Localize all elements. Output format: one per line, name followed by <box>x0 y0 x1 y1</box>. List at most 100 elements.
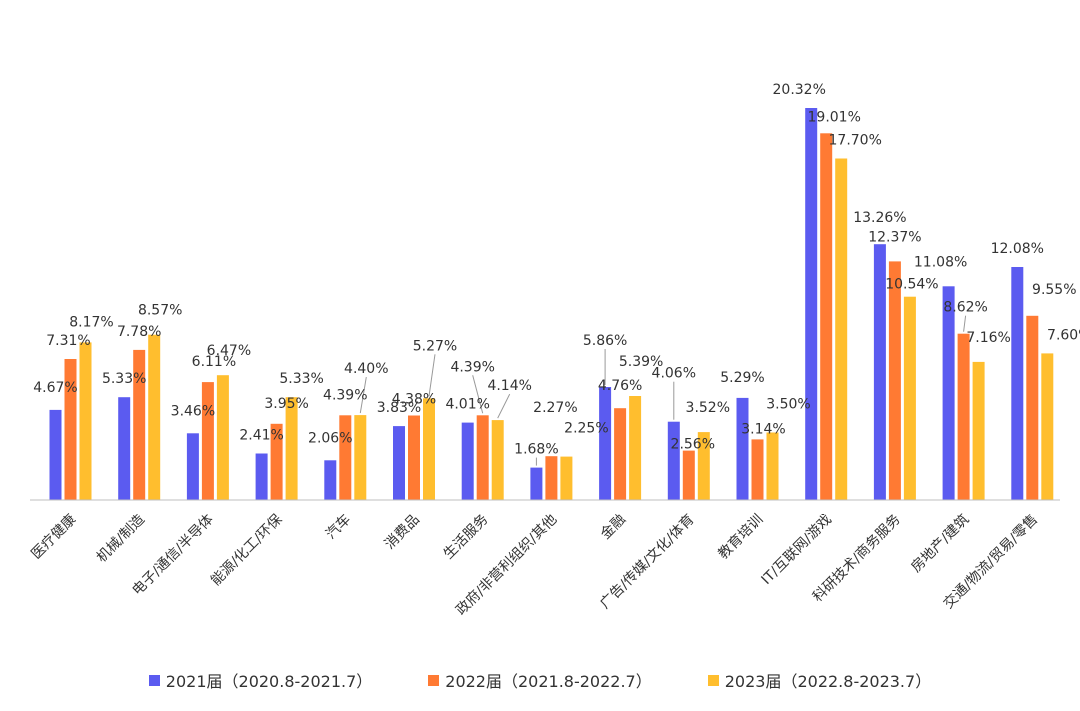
bar-1-2 <box>118 397 131 500</box>
value-label-3-3: 6.47% <box>207 343 251 359</box>
legend-swatch-2022 <box>428 674 440 686</box>
value-label-3-2: 8.57% <box>138 303 182 319</box>
tick-label-5: 汽车 <box>322 511 354 543</box>
value-label-3-5: 4.40% <box>344 361 388 377</box>
bar-3-3 <box>216 375 229 500</box>
legend-item-2021: 2021届（2020.8-2021.7） <box>148 668 373 692</box>
bar-3-10 <box>697 432 710 500</box>
value-label-1-10: 4.06% <box>652 366 696 382</box>
tick-label-7: 生活服务 <box>441 512 492 563</box>
value-label-3-13: 10.54% <box>885 277 938 293</box>
value-label-1-6: 3.83% <box>377 400 421 416</box>
tick-label-2: 机械/制造 <box>94 512 148 566</box>
tick-label-4: 能源/化工/环保 <box>208 512 285 589</box>
value-labels-layer: 4.67% 7.31% 8.17% 5.33% 7.78% 8.57% 3.46% 6.11%… <box>33 82 1080 458</box>
bar-1-6 <box>393 426 405 500</box>
bar-1-7 <box>461 422 474 500</box>
value-label-2-12: 19.01% <box>808 109 861 125</box>
bar-2-14 <box>957 333 970 500</box>
bar-3-6 <box>423 398 435 500</box>
value-label-2-7: 4.39% <box>450 359 494 375</box>
tick-label-6: 消费品 <box>382 512 423 553</box>
bar-1-3 <box>186 433 199 500</box>
value-label-2-15: 9.55% <box>1032 282 1076 298</box>
legend-label-2022: 2022届（2021.8-2022.7） <box>445 672 652 691</box>
value-label-3-7: 4.14% <box>487 378 531 394</box>
legend-label-2021: 2021届（2020.8-2021.7） <box>165 672 373 691</box>
bars-layer <box>49 108 1054 501</box>
bar-2-1 <box>64 359 77 500</box>
bar-1-1 <box>49 409 62 500</box>
value-label-1-11: 5.29% <box>720 370 764 386</box>
value-label-1-9: 5.86% <box>583 333 627 349</box>
bar-3-7 <box>491 420 504 500</box>
leader-line-3-6 <box>428 354 436 397</box>
value-label-1-14: 11.08% <box>914 254 967 270</box>
bar-3-8 <box>560 456 573 500</box>
bar-1-5 <box>324 460 337 500</box>
bar-1-12 <box>805 108 818 500</box>
bar-2-12 <box>820 133 833 501</box>
value-label-1-1: 4.67% <box>33 380 77 396</box>
bar-2-7 <box>476 415 489 500</box>
value-label-2-1: 7.31% <box>46 333 90 349</box>
tick-label-12: IT/互联网/游戏 <box>759 512 835 588</box>
value-label-1-2: 5.33% <box>102 371 146 387</box>
bar-3-2 <box>148 334 161 500</box>
bar-3-12 <box>835 158 848 500</box>
bar-1-4 <box>255 453 268 500</box>
bar-1-15 <box>1011 267 1024 500</box>
value-label-1-5: 2.06% <box>308 430 352 446</box>
bar-2-4 <box>270 423 283 500</box>
tick-label-14: 房地产/建筑 <box>908 512 972 576</box>
legend-swatch-2021 <box>148 674 160 686</box>
bar-1-13 <box>873 244 886 500</box>
value-label-2-5: 4.39% <box>323 387 367 403</box>
value-label-3-11: 3.50% <box>766 397 810 413</box>
bar-2-13 <box>888 261 901 500</box>
value-label-3-15: 7.60% <box>1047 327 1080 343</box>
bar-3-5 <box>354 415 367 500</box>
value-label-3-8: 2.25% <box>564 421 608 437</box>
value-label-2-11: 3.14% <box>741 421 785 437</box>
bar-2-6 <box>408 415 420 500</box>
bar-3-13 <box>903 296 916 500</box>
bar-3-9 <box>629 396 642 500</box>
bar-3-15 <box>1041 353 1054 500</box>
value-label-2-9: 4.76% <box>598 378 642 394</box>
value-label-2-8: 2.27% <box>533 400 577 416</box>
bar-2-8 <box>545 456 558 500</box>
value-label-1-13: 13.26% <box>853 210 906 226</box>
value-label-2-3: 6.11% <box>192 354 236 370</box>
legend-label-2023: 2023届（2022.8-2023.7） <box>724 672 932 691</box>
legend-swatch-2023 <box>707 674 719 686</box>
bar-1-11 <box>736 397 749 500</box>
legend-item-2022: 2022届（2021.8-2022.7） <box>428 668 652 692</box>
value-label-3-14: 7.16% <box>966 330 1010 346</box>
value-label-1-7: 4.01% <box>445 397 489 413</box>
value-label-1-15: 12.08% <box>991 241 1044 257</box>
leader-line-2-7 <box>472 375 484 414</box>
bar-2-15 <box>1026 315 1039 500</box>
tick-label-1: 医疗健康 <box>28 511 80 563</box>
value-label-1-3: 3.46% <box>171 403 215 419</box>
bar-3-14 <box>972 361 985 500</box>
leader-line-2-14 <box>963 315 967 332</box>
bar-1-9 <box>599 387 612 500</box>
value-label-3-9: 5.39% <box>619 354 663 370</box>
bar-1-14 <box>942 286 955 500</box>
value-label-3-6: 5.27% <box>413 338 457 354</box>
tick-label-11: 教育培训 <box>715 512 766 563</box>
value-label-2-13: 12.37% <box>868 229 921 245</box>
bar-2-10 <box>682 450 695 500</box>
value-label-1-12: 20.32% <box>773 82 826 98</box>
value-label-1-8: 1.68% <box>514 442 558 458</box>
legend: 2021届（2020.8-2021.7） 2022届（2021.8-2022.7… <box>0 668 1080 692</box>
value-label-1-4: 2.41% <box>239 428 283 444</box>
value-label-2-2: 7.78% <box>117 324 161 340</box>
leader-line-3-5 <box>359 377 367 414</box>
leader-line-3-7 <box>497 393 511 419</box>
bar-2-5 <box>339 415 352 500</box>
bar-3-11 <box>766 432 779 500</box>
